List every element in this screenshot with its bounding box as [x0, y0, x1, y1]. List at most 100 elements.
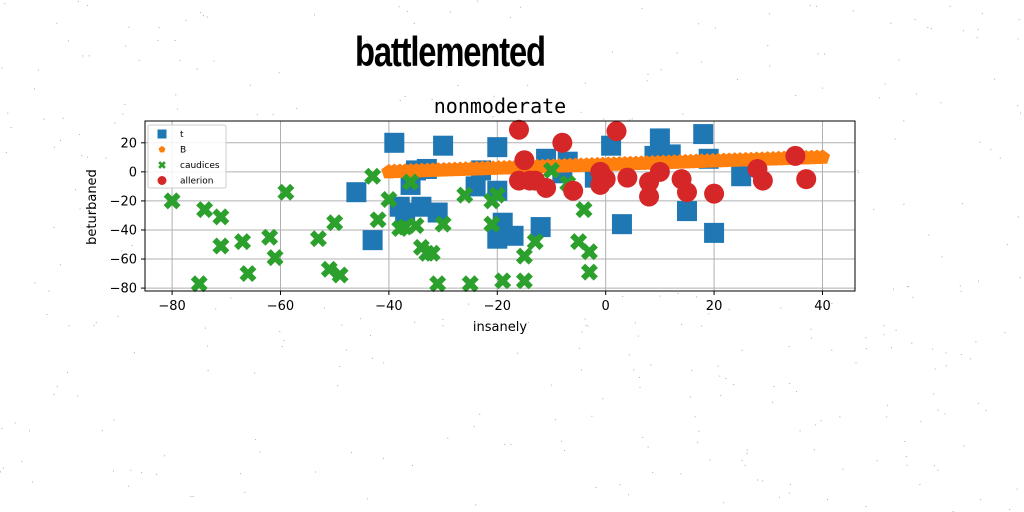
- speckle-dot: [811, 337, 812, 339]
- data-point-t: [362, 230, 383, 251]
- speckle-dot: [1019, 277, 1021, 279]
- speckle-dot: [903, 203, 905, 205]
- speckle-dot: [930, 28, 932, 30]
- speckle-dot: [62, 117, 64, 119]
- speckle-dot: [789, 492, 791, 494]
- speckle-dot: [822, 87, 823, 89]
- speckle-dot: [244, 491, 246, 493]
- speckle-dot: [215, 308, 217, 310]
- speckle-dot: [125, 45, 127, 47]
- speckle-dot: [824, 53, 825, 55]
- speckle-dot: [382, 457, 384, 459]
- speckle-dot: [587, 325, 589, 327]
- data-point-caudices: [543, 161, 560, 179]
- speckle-dot: [114, 122, 116, 124]
- legend-label-allerion: allerion: [180, 177, 213, 187]
- speckle-dot: [898, 59, 900, 61]
- speckle-dot: [603, 118, 605, 120]
- speckle-dot: [937, 409, 939, 411]
- speckle-dot: [915, 93, 917, 95]
- speckle-dot: [412, 465, 413, 466]
- speckle-dot: [820, 420, 822, 422]
- data-point-B: [814, 149, 831, 164]
- speckle-dot: [768, 13, 770, 15]
- data-point-t: [676, 201, 697, 222]
- speckle-dot: [371, 357, 373, 359]
- speckle-dot: [475, 504, 477, 506]
- speckle-dot: [698, 23, 700, 25]
- speckle-dot: [876, 460, 878, 462]
- speckle-dot: [698, 430, 700, 432]
- speckle-dot: [34, 88, 35, 90]
- speckle-dot: [67, 372, 68, 373]
- x-tick-label: 20: [706, 299, 723, 314]
- speckle-dot: [174, 40, 176, 41]
- speckle-dot: [769, 65, 771, 67]
- speckle-dot: [93, 324, 95, 326]
- data-point-caudices: [488, 186, 506, 204]
- speckle-dot: [622, 296, 624, 297]
- data-point-allerion: [617, 167, 638, 188]
- speckle-dot: [1, 427, 3, 429]
- speckle-dot: [91, 211, 92, 212]
- speckle-dot: [520, 62, 522, 64]
- data-point-t: [395, 202, 416, 223]
- speckle-dot: [156, 473, 158, 475]
- speckle-dot: [893, 288, 894, 290]
- speckle-dot: [884, 83, 886, 85]
- x-tick-label: −80: [158, 299, 185, 314]
- speckle-dot: [744, 464, 746, 466]
- speckle-dot: [813, 449, 815, 451]
- data-point-caudices: [331, 266, 349, 284]
- data-point-caudices: [461, 275, 479, 293]
- x-tick-label: −40: [375, 299, 402, 314]
- speckle-dot: [179, 59, 181, 61]
- speckle-dot: [1017, 105, 1019, 107]
- speckle-dot: [0, 471, 2, 473]
- data-point-caudices: [407, 217, 425, 235]
- speckle-dot: [493, 95, 495, 97]
- speckle-dot: [720, 395, 722, 397]
- speckle-dot: [414, 321, 416, 323]
- speckle-dot: [999, 157, 1001, 159]
- speckle-dot: [940, 102, 942, 104]
- speckle-dot: [37, 69, 39, 71]
- speckle-dot: [446, 66, 448, 68]
- speckle-dot: [323, 307, 325, 309]
- speckle-dot: [772, 401, 774, 403]
- data-point-caudices: [434, 215, 452, 233]
- y-tick-label: −60: [110, 253, 137, 268]
- data-point-allerion: [649, 161, 670, 182]
- speckle-dot: [907, 286, 908, 288]
- data-point-caudices: [575, 201, 593, 219]
- speckle-dot: [200, 12, 202, 13]
- speckle-dot: [831, 302, 833, 304]
- data-point-t: [704, 222, 725, 243]
- y-tick-label: −20: [110, 194, 137, 209]
- speckle-dot: [254, 372, 256, 374]
- speckle-dot: [157, 39, 159, 41]
- speckle-dot: [941, 256, 943, 258]
- speckle-dot: [203, 15, 204, 17]
- data-point-allerion: [676, 182, 697, 203]
- speckle-dot: [46, 314, 48, 315]
- speckle-dot: [7, 112, 9, 114]
- speckle-dot: [978, 280, 979, 282]
- speckle-dot: [725, 377, 727, 379]
- speckle-dot: [1, 67, 3, 69]
- speckle-dot: [158, 27, 160, 29]
- speckle-dot: [506, 62, 508, 64]
- speckle-dot: [585, 324, 587, 326]
- speckle-dot: [810, 328, 812, 330]
- data-point-allerion: [514, 150, 535, 171]
- speckle-dot: [767, 45, 769, 46]
- speckle-dot: [962, 203, 964, 205]
- speckle-dot: [1020, 112, 1022, 114]
- data-point-t: [731, 166, 752, 187]
- speckle-dot: [746, 449, 748, 451]
- speckle-dot: [423, 46, 425, 48]
- speckle-dot: [88, 55, 90, 57]
- speckle-dot: [814, 424, 816, 426]
- data-point-caudices: [364, 167, 382, 185]
